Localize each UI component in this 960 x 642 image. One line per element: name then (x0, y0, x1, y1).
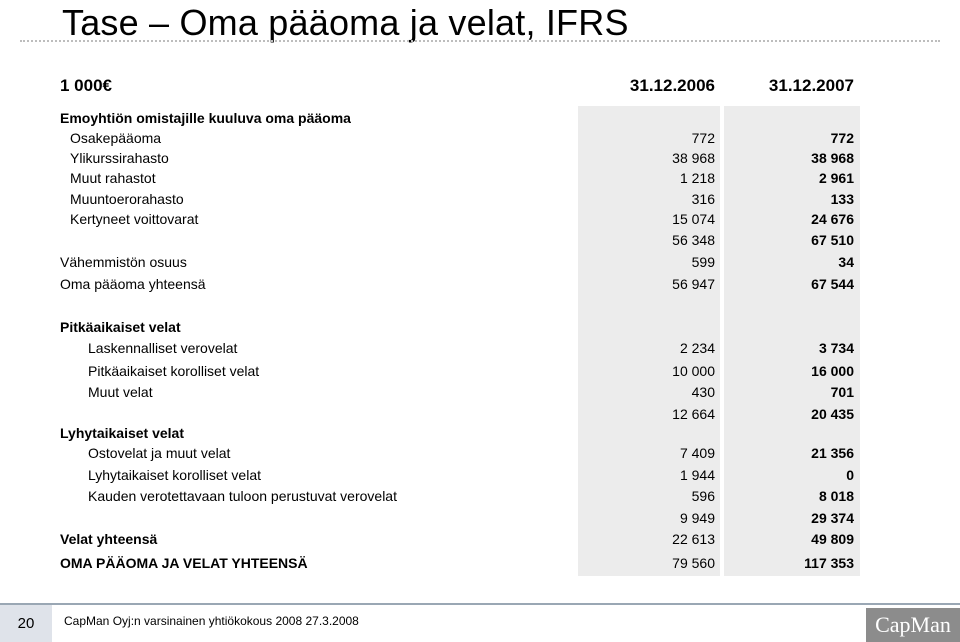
row-label: Pitkäaikaiset velat (60, 319, 181, 335)
row-label: Pitkäaikaiset korolliset velat (88, 363, 260, 379)
row-label: Muut velat (88, 384, 153, 400)
value-2006: 79 560 (672, 555, 715, 571)
page-number: 20 (0, 605, 52, 642)
value-2007: 67 544 (811, 276, 854, 292)
value-2007: 21 356 (811, 445, 854, 461)
table-row: Oma pääoma yhteensä 56 947 67 544 (60, 274, 860, 294)
table-row: 9 949 29 374 (60, 508, 860, 528)
value-2006: 2 234 (679, 340, 715, 356)
value-2006: 9 949 (679, 510, 715, 526)
row-label: Lyhytaikaiset velat (60, 425, 184, 441)
table-row: Laskennalliset verovelat 2 234 3 734 (60, 338, 860, 358)
table-row: Muut velat 430 701 (60, 382, 860, 402)
table-row: 12 664 20 435 (60, 404, 860, 424)
table-row: Pitkäaikaiset velat (60, 317, 860, 337)
table-row: Emoyhtiön omistajille kuuluva oma pääoma (60, 108, 860, 128)
value-2007: 38 968 (811, 150, 854, 166)
footer-divider (0, 603, 960, 605)
table-header: 1 000€ 31.12.2006 31.12.2007 (60, 74, 860, 98)
table-row: Vähemmistön osuus 599 34 (60, 252, 860, 272)
value-2006: 22 613 (672, 531, 715, 547)
value-2006: 7 409 (679, 445, 715, 461)
table-row: Ylikurssirahasto 38 968 38 968 (60, 148, 860, 168)
value-2007: 2 961 (818, 170, 854, 186)
unit-label: 1 000€ (60, 76, 112, 95)
row-label: Vähemmistön osuus (60, 254, 187, 270)
footer-text: CapMan Oyj:n varsinainen yhtiökokous 200… (64, 614, 359, 628)
table-row: Muuntoerorahasto 316 133 (60, 189, 860, 209)
value-2007: 0 (846, 467, 854, 483)
table-row: 56 348 67 510 (60, 230, 860, 250)
row-label: Muuntoerorahasto (70, 191, 184, 207)
table-row: OMA PÄÄOMA JA VELAT YHTEENSÄ 79 560 117 35… (60, 553, 860, 573)
row-label: Kauden verotettavaan tuloon perustuvat v… (88, 488, 397, 504)
column-bg-2006 (578, 106, 720, 576)
value-2007: 67 510 (811, 232, 854, 248)
row-label: Emoyhtiön omistajille kuuluva oma pääoma (60, 110, 351, 126)
row-label: Lyhytaikaiset korolliset velat (88, 467, 262, 483)
table-row: Lyhytaikaiset velat (60, 423, 860, 443)
value-2006: 1 944 (679, 467, 715, 483)
table-row: Muut rahastot 1 218 2 961 (60, 168, 860, 188)
value-2006: 12 664 (672, 406, 715, 422)
value-2007: 20 435 (811, 406, 854, 422)
value-2006: 430 (691, 384, 715, 400)
value-2006: 56 348 (672, 232, 715, 248)
title-divider (20, 40, 940, 42)
row-label: Osakepääoma (70, 130, 162, 146)
table-row: Kertyneet voittovarat 15 074 24 676 (60, 209, 860, 229)
row-label: OMA PÄÄOMA JA VELAT YHTEENSÄ (60, 555, 308, 571)
value-2007: 24 676 (811, 211, 854, 227)
row-label: Oma pääoma yhteensä (60, 276, 206, 292)
column-header-2007: 31.12.2007 (768, 76, 854, 95)
value-2007: 49 809 (811, 531, 854, 547)
value-2007: 16 000 (811, 363, 854, 379)
row-label: Muut rahastot (70, 170, 156, 186)
table-row: Kauden verotettavaan tuloon perustuvat v… (60, 486, 860, 506)
column-header-2006: 31.12.2006 (629, 76, 715, 95)
table-row: Velat yhteensä 22 613 49 809 (60, 529, 860, 549)
table-row: Pitkäaikaiset korolliset velat 10 000 16 0… (60, 361, 860, 381)
value-2007: 3 734 (818, 340, 854, 356)
value-2007: 34 (838, 254, 854, 270)
value-2006: 599 (691, 254, 715, 270)
column-bg-2007 (724, 106, 860, 576)
value-2007: 8 018 (818, 488, 854, 504)
row-label: Ylikurssirahasto (70, 150, 169, 166)
page-title: Tase – Oma pääoma ja velat, IFRS (62, 2, 629, 43)
value-2006: 772 (691, 130, 715, 146)
row-label: Ostovelat ja muut velat (88, 445, 231, 461)
table-row: Osakepääoma 772 772 (60, 128, 860, 148)
value-2006: 10 000 (672, 363, 715, 379)
row-label: Laskennalliset verovelat (88, 340, 238, 356)
value-2006: 56 947 (672, 276, 715, 292)
table-row: Lyhytaikaiset korolliset velat 1 944 0 (60, 465, 860, 485)
value-2006: 1 218 (679, 170, 715, 186)
company-logo: CapMan (866, 608, 960, 642)
value-2006: 316 (691, 191, 715, 207)
value-2006: 596 (691, 488, 715, 504)
value-2006: 38 968 (672, 150, 715, 166)
row-label: Kertyneet voittovarat (70, 211, 199, 227)
row-label: Velat yhteensä (60, 531, 158, 547)
value-2007: 701 (830, 384, 854, 400)
value-2006: 15 074 (672, 211, 715, 227)
value-2007: 133 (830, 191, 854, 207)
value-2007: 117 353 (804, 555, 854, 571)
table-row: Ostovelat ja muut velat 7 409 21 356 (60, 443, 860, 463)
value-2007: 772 (830, 130, 854, 146)
value-2007: 29 374 (811, 510, 854, 526)
